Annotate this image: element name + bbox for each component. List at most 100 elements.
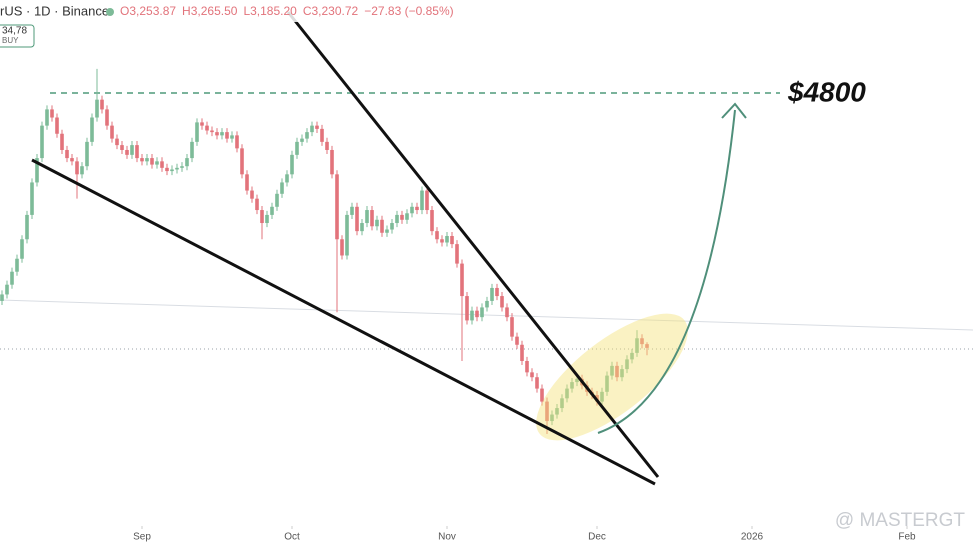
candle-body — [230, 135, 234, 139]
candle-body — [290, 154, 294, 175]
candle-body — [25, 214, 29, 240]
candle-body — [125, 149, 129, 155]
candle-body — [495, 287, 499, 297]
candle-body — [385, 229, 389, 233]
candle-body — [130, 145, 134, 155]
candle-body — [45, 109, 49, 126]
candle-body — [170, 169, 174, 172]
candle-body — [430, 210, 434, 232]
ohlc-value: −27.83 (−0.85%) — [364, 4, 453, 18]
candle-body — [320, 128, 324, 142]
candle-body — [625, 359, 629, 370]
candle-body — [510, 317, 514, 337]
candle-body — [15, 258, 19, 272]
candle-body — [195, 122, 199, 142]
candle-body — [480, 307, 484, 318]
candle-body — [205, 125, 209, 131]
candle-body — [355, 206, 359, 232]
candle-body — [550, 414, 554, 422]
candle-body — [460, 263, 464, 297]
candle-body — [100, 99, 104, 110]
candle-body — [185, 158, 189, 167]
candle-body — [75, 161, 79, 175]
candle-body — [0, 294, 4, 301]
candle-body — [635, 338, 639, 353]
candle-body — [325, 141, 329, 150]
candle-body — [295, 141, 299, 155]
x-tick-label: Nov — [438, 532, 456, 543]
candle-body — [565, 388, 569, 399]
candle-body — [265, 214, 269, 224]
candle-body — [570, 382, 574, 389]
candle-body — [280, 182, 284, 194]
candle-body — [105, 109, 109, 126]
candle-body — [645, 344, 649, 348]
candle-body — [360, 223, 364, 232]
candle-body — [50, 109, 54, 118]
candle-body — [285, 174, 289, 183]
candle-body — [110, 125, 114, 139]
candle-body — [350, 206, 354, 215]
candle-body — [155, 161, 159, 165]
candle-body — [345, 214, 349, 256]
projection-arrow — [597, 109, 736, 434]
candle-body — [300, 138, 304, 142]
candle-body — [245, 174, 249, 191]
candle-body — [485, 300, 489, 308]
x-axis: Sep Oct Nov Dec 2026 Feb — [133, 526, 916, 543]
candle-body — [180, 166, 184, 168]
candle-body — [545, 401, 549, 422]
candle-body — [605, 375, 609, 392]
highlight-ellipse — [536, 313, 688, 441]
candle-body — [160, 161, 164, 168]
candle-body — [220, 132, 224, 136]
candle-body — [465, 296, 469, 321]
candle-body — [315, 125, 319, 129]
candle-body — [270, 206, 274, 215]
candle-body — [335, 174, 339, 240]
candle-body — [445, 236, 449, 243]
candle-body — [65, 149, 69, 159]
x-tick-label: 2026 — [741, 532, 764, 543]
x-tick-label: Dec — [588, 532, 606, 543]
ohlc-legend: O3,253.87 H3,265.50 L3,185.20 C3,230.72 −27.… — [120, 4, 454, 18]
candle-body — [30, 182, 34, 215]
status-dot — [106, 8, 114, 16]
candle-body — [600, 391, 604, 402]
candle-body — [145, 158, 149, 162]
candle-body — [615, 365, 619, 378]
price-tag — [0, 24, 35, 48]
candle-body — [455, 244, 459, 264]
lower-trendline — [31, 158, 656, 486]
candle-body — [420, 190, 424, 211]
candle-body — [235, 135, 239, 149]
candle-body — [500, 296, 504, 308]
candle-body — [40, 125, 44, 159]
candle-body — [70, 158, 74, 162]
candle-body — [400, 214, 404, 220]
candle-body — [115, 138, 119, 146]
candle-body — [20, 239, 24, 259]
candle-body — [375, 219, 379, 227]
ohlc-value: O3,253.87 — [120, 4, 176, 18]
candle-body — [555, 408, 559, 415]
candle-body — [165, 167, 169, 172]
candle-body — [490, 287, 494, 301]
candle-body — [530, 372, 534, 378]
candle-body — [175, 167, 179, 170]
upper-trendline — [286, 11, 660, 478]
drawings — [31, 11, 747, 486]
candle-body — [630, 352, 634, 360]
price-tag-side: BUY — [2, 36, 19, 45]
candle-body — [450, 236, 454, 245]
candle-body — [255, 198, 259, 211]
candle-body — [140, 158, 144, 162]
candle-body — [440, 239, 444, 243]
candle-body — [80, 166, 84, 175]
candle-body — [5, 284, 9, 295]
x-tick-label: Oct — [284, 532, 300, 543]
candle-body — [540, 388, 544, 402]
candle-body — [55, 117, 59, 134]
candle-body — [575, 378, 579, 383]
